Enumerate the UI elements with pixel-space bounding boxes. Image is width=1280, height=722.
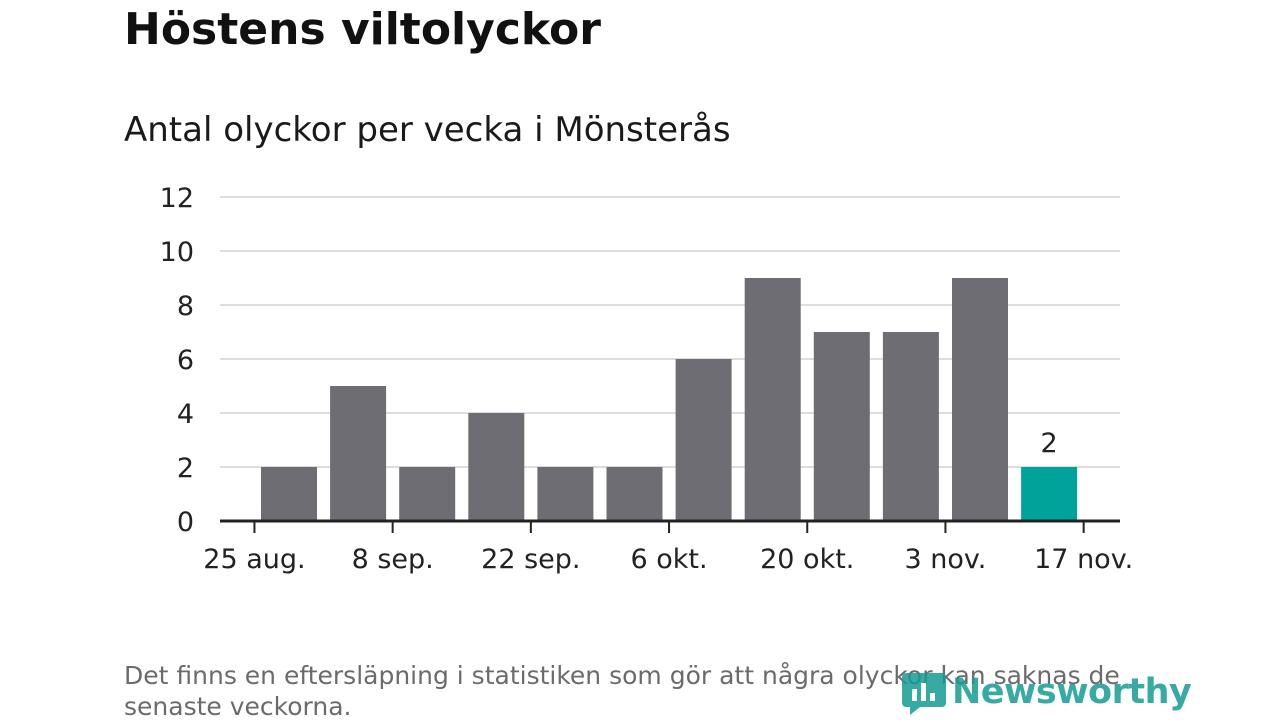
y-tick-label: 10 bbox=[160, 237, 194, 268]
y-tick-label: 0 bbox=[177, 507, 194, 538]
y-tick-label: 2 bbox=[177, 453, 194, 484]
y-tick-label: 8 bbox=[177, 291, 194, 322]
bar bbox=[744, 278, 801, 521]
chart-subtitle: Antal olyckor per vecka i Mönsterås bbox=[124, 110, 731, 150]
chart-title: Höstens viltolyckor bbox=[124, 4, 601, 55]
x-tick-label: 17 nov. bbox=[1034, 544, 1133, 575]
y-tick-label: 6 bbox=[177, 345, 194, 376]
bar bbox=[952, 278, 1008, 521]
x-axis: 25 aug. 8 sep. 22 sep. 6 okt. 20 okt. 3 nov. 1… bbox=[203, 519, 1133, 575]
newsworthy-logo: Newsworthy bbox=[902, 668, 1192, 716]
data-labels: 2 bbox=[1041, 428, 1058, 459]
bars bbox=[261, 278, 1078, 521]
x-tick-label: 22 sep. bbox=[481, 544, 580, 575]
data-label: 2 bbox=[1041, 428, 1058, 459]
y-tick-label: 4 bbox=[177, 399, 194, 430]
bar bbox=[537, 467, 594, 521]
bar bbox=[813, 332, 870, 521]
logo-text: Newsworthy bbox=[952, 672, 1192, 712]
x-tick-label: 25 aug. bbox=[203, 544, 305, 575]
x-tick-label: 20 okt. bbox=[760, 544, 854, 575]
bar bbox=[261, 467, 317, 521]
x-tick-label: 8 sep. bbox=[352, 544, 434, 575]
y-tick-label: 12 bbox=[160, 183, 194, 214]
y-axis-ticks: 0 2 4 6 8 10 12 bbox=[160, 183, 194, 538]
x-tick-label: 6 okt. bbox=[631, 544, 708, 575]
bar bbox=[1021, 467, 1078, 521]
bar bbox=[675, 359, 732, 521]
footnote: Det finns en eftersläpning i statistiken… bbox=[124, 661, 1120, 721]
bar bbox=[606, 467, 663, 521]
x-tick-label: 3 nov. bbox=[905, 544, 987, 575]
newsworthy-logo-icon bbox=[902, 673, 946, 715]
bar bbox=[399, 467, 456, 521]
bar bbox=[882, 332, 939, 521]
bar bbox=[330, 386, 387, 521]
bar bbox=[468, 413, 525, 521]
